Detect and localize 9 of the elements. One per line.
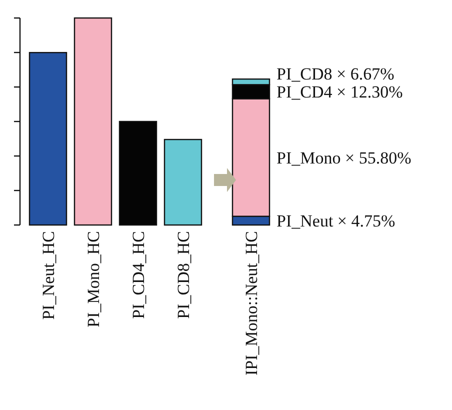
x-tick-label: PI_Neut_HC [39,231,58,320]
x-tick-label: PI_CD4_HC [129,231,148,319]
text: PI_CD4 × 12.30% [276,82,403,102]
x-tick-label: PI_CD8_HC [174,231,193,319]
x-tick-label: IPI_Mono::Neut_HC [242,231,261,376]
text: PI_Mono × 55.80% [276,148,412,168]
x-tick-label: PI_Mono_HC [84,231,103,328]
text: PI_Neut × 4.75% [276,212,396,231]
text: PI_CD8 × 6.67% [276,64,394,84]
